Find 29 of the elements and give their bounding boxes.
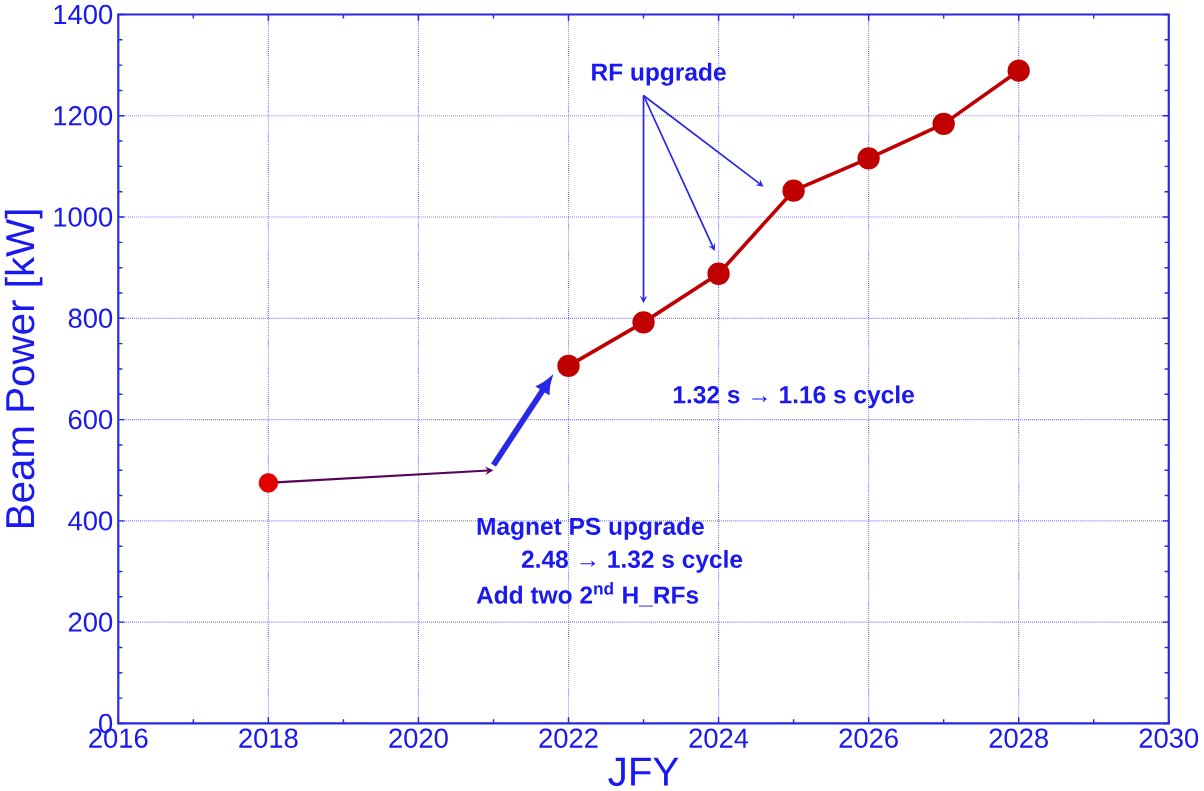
x-tick-label: 2018 xyxy=(239,728,298,749)
y-tick-label: 200 xyxy=(68,612,113,632)
y-axis-title: Beam Power [kW] xyxy=(4,210,43,528)
x-tick-label: 2030 xyxy=(1139,728,1199,749)
x-tick-label: 2022 xyxy=(539,728,598,749)
point xyxy=(932,112,955,136)
x-axis-title: JFY xyxy=(608,757,679,787)
annotation: Add two 2$^{nd}$ H_RFs xyxy=(476,582,699,607)
point xyxy=(1007,59,1030,82)
annotation: RF upgrade xyxy=(592,62,726,86)
x-tick-label: 2024 xyxy=(689,728,749,749)
point xyxy=(557,354,580,378)
y-tick-label: 600 xyxy=(68,410,113,430)
x-tick-label: 2028 xyxy=(989,728,1048,749)
point xyxy=(632,311,655,334)
x-tick-label: 2020 xyxy=(389,728,448,749)
annotation: Magnet PS upgrade xyxy=(477,517,704,541)
point xyxy=(857,147,880,170)
y-tick-label: 800 xyxy=(68,308,113,329)
y-tick-label: 1400 xyxy=(54,4,113,25)
annotation: 2.48 → 1.32 s cycle xyxy=(521,550,743,573)
y-tick-label: 400 xyxy=(68,511,113,531)
y-tick-label: 1200 xyxy=(54,106,113,126)
point xyxy=(258,473,279,493)
y-tick-label: 1000 xyxy=(54,207,113,227)
point xyxy=(707,262,730,286)
point xyxy=(782,179,805,202)
x-tick-label: 2026 xyxy=(839,728,898,749)
annotation: 1.32 s → 1.16 s cycle xyxy=(673,385,914,409)
